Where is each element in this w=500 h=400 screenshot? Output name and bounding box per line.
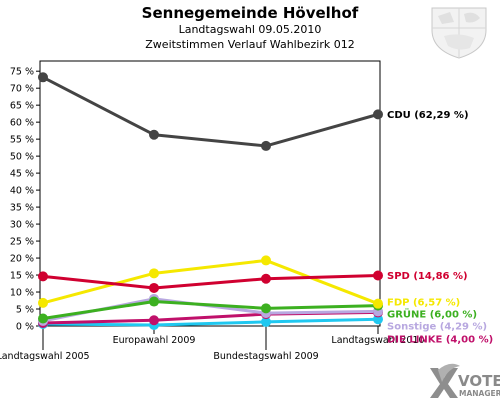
x-category-label: Europawahl 2009 [113, 335, 196, 346]
data-point [38, 271, 48, 282]
y-tick-label: 15 % [10, 271, 34, 282]
y-tick-label: 5 % [16, 305, 34, 316]
data-point [261, 316, 271, 327]
series-line [41, 274, 380, 290]
data-point [373, 298, 383, 309]
y-tick-label: 75 % [10, 67, 34, 78]
data-point [261, 255, 271, 266]
y-tick-label: 25 % [10, 237, 34, 248]
series-line [41, 317, 380, 327]
series-end-label: GRÜNE (6,00 %) [387, 307, 477, 321]
y-tick-label: 35 % [10, 203, 34, 214]
series-end-label: SPD (14,86 %) [387, 271, 468, 282]
x-axis: Landtagswahl 2005 Europawahl 2009 Bundesta… [0, 326, 425, 362]
x-category-label: Landtagswahl 2010 [331, 335, 424, 346]
y-axis: 0 % 5 % 10 % 15 % 20 % 25 % 30 % 35 % 40 % 45 % 50… [10, 67, 40, 333]
data-point [149, 129, 159, 140]
series-lines [41, 75, 380, 327]
data-point [261, 140, 271, 151]
logo-text-vote: VOTE [458, 372, 500, 390]
x-category-label: Landtagswahl 2005 [0, 351, 90, 362]
series-end-label: DIE LINKE (4,00 %) [387, 335, 493, 346]
series-points [38, 72, 383, 330]
data-point [149, 296, 159, 307]
x-category-label: Bundestagswahl 2009 [213, 351, 318, 362]
series-end-label: FDP (6,57 %) [387, 298, 460, 309]
data-point [149, 268, 159, 279]
logo-text-manager: MANAGER [459, 389, 500, 398]
y-tick-label: 70 % [10, 84, 34, 95]
data-point [373, 109, 383, 120]
data-point [149, 315, 159, 326]
chart-title: Sennegemeinde Hövelhof [142, 4, 359, 22]
y-tick-label: 40 % [10, 186, 34, 197]
data-point [261, 303, 271, 314]
vote-manager-logo: VOTE MANAGER [430, 363, 500, 398]
y-tick-label: 55 % [10, 135, 34, 146]
check-x-icon [430, 363, 460, 398]
series-end-label: CDU (62,29 %) [387, 110, 469, 121]
y-tick-label: 30 % [10, 220, 34, 231]
y-tick-label: 65 % [10, 101, 34, 112]
chart-subtitle-line-2: Zweitstimmen Verlauf Wahlbezirk 012 [145, 38, 354, 51]
data-point [38, 313, 48, 324]
data-point [38, 297, 48, 308]
y-tick-label: 50 % [10, 152, 34, 163]
series-line [41, 258, 380, 306]
series-labels: CDU (62,29 %) SPD (14,86 %) FDP (6,57 %)GR… [387, 110, 493, 346]
chart-subtitle-line-1: Landtagswahl 09.05.2010 [179, 23, 322, 36]
y-tick-label: 20 % [10, 254, 34, 265]
coat-of-arms-icon [431, 7, 487, 59]
y-tick-label: 60 % [10, 118, 34, 129]
series-line [41, 300, 380, 321]
series-line [41, 75, 380, 148]
series-end-label: Sonstige (4,29 %) [387, 322, 487, 333]
data-point [149, 282, 159, 293]
data-point [38, 72, 48, 83]
y-tick-label: 45 % [10, 169, 34, 180]
y-tick-label: 0 % [16, 322, 34, 333]
data-point [373, 270, 383, 281]
data-point [261, 273, 271, 284]
y-tick-label: 10 % [10, 288, 34, 299]
